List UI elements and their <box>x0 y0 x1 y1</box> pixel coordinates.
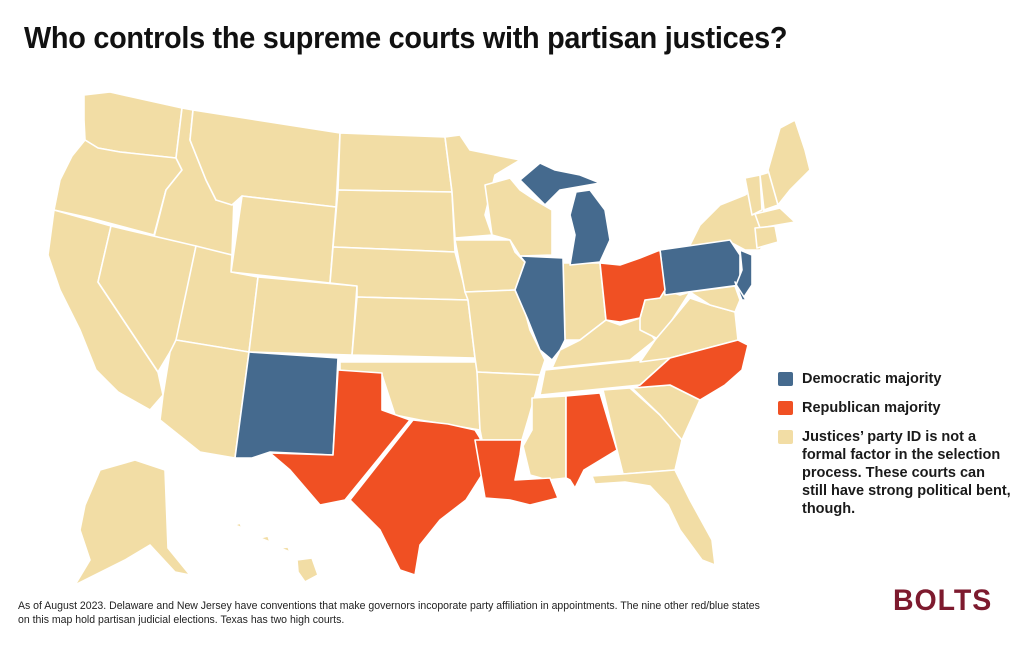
legend-item-republican: Republican majority <box>778 399 1013 417</box>
state-ohio <box>599 249 666 323</box>
legend-label-democratic: Democratic majority <box>802 371 942 387</box>
democratic-swatch-icon <box>778 372 793 386</box>
state-maine <box>767 119 811 206</box>
legend-item-nonpartisan: Justices’ party ID is not a formal facto… <box>778 428 1013 518</box>
state-delaware <box>734 281 747 301</box>
page-title: Who controls the supreme courts with par… <box>24 20 788 55</box>
state-alabama <box>565 392 618 489</box>
state-massachusetts <box>754 207 796 229</box>
state-illinois <box>514 255 566 361</box>
state-kansas <box>351 296 476 359</box>
state-new-mexico <box>234 351 339 459</box>
legend-label-republican: Republican majority <box>802 400 941 416</box>
democratic-states <box>234 162 753 459</box>
state-georgia <box>602 387 683 475</box>
state-wisconsin <box>484 177 553 257</box>
state-hawaii <box>234 522 319 583</box>
state-colorado <box>248 276 358 356</box>
state-vermont <box>744 174 763 216</box>
state-arizona <box>159 339 250 459</box>
state-wyoming <box>230 195 337 284</box>
nonpartisan-swatch-icon <box>778 430 793 444</box>
state-north-dakota <box>337 132 453 193</box>
state-connecticut <box>754 225 779 249</box>
bolts-logo: BOLTS <box>893 584 993 617</box>
legend-item-democratic: Democratic majority <box>778 370 1013 388</box>
state-arkansas <box>476 371 541 441</box>
state-texas-east <box>349 419 486 576</box>
republican-states <box>269 249 749 576</box>
state-texas-west <box>269 369 411 506</box>
state-south-dakota <box>332 189 456 253</box>
legend: Democratic majority Republican majority … <box>778 370 1013 529</box>
state-michigan-upper <box>519 162 601 206</box>
state-alaska <box>74 459 191 586</box>
nonpartisan-states <box>47 91 811 586</box>
republican-swatch-icon <box>778 401 793 415</box>
state-montana <box>189 109 341 208</box>
state-north-carolina <box>631 339 749 401</box>
state-florida <box>591 469 716 566</box>
legend-label-nonpartisan: Justices’ party ID is not a formal facto… <box>802 429 1011 517</box>
state-michigan-lower <box>569 189 611 266</box>
state-louisiana <box>474 439 559 506</box>
state-pennsylvania <box>659 239 741 296</box>
footnote: As of August 2023. Delaware and New Jers… <box>18 600 760 626</box>
